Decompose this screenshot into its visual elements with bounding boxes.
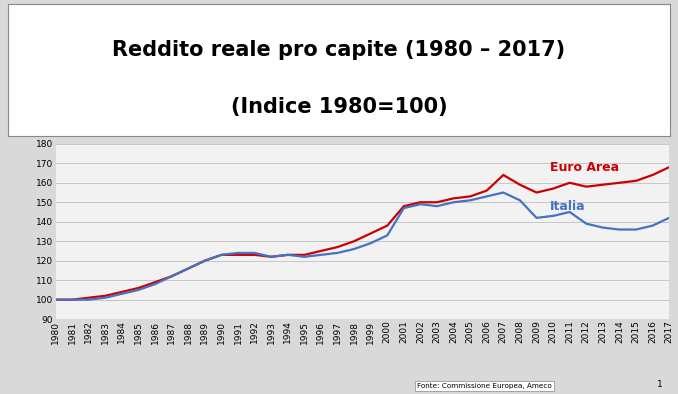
Text: Reddito reale pro capite (1980 – 2017): Reddito reale pro capite (1980 – 2017) — [113, 40, 565, 60]
Text: Fonte: Commissione Europea, Ameco: Fonte: Commissione Europea, Ameco — [417, 383, 552, 389]
Text: Italia: Italia — [550, 200, 585, 213]
Text: 1: 1 — [658, 380, 663, 389]
Text: Euro Area: Euro Area — [550, 161, 619, 174]
Text: (Indice 1980=100): (Indice 1980=100) — [231, 97, 447, 117]
